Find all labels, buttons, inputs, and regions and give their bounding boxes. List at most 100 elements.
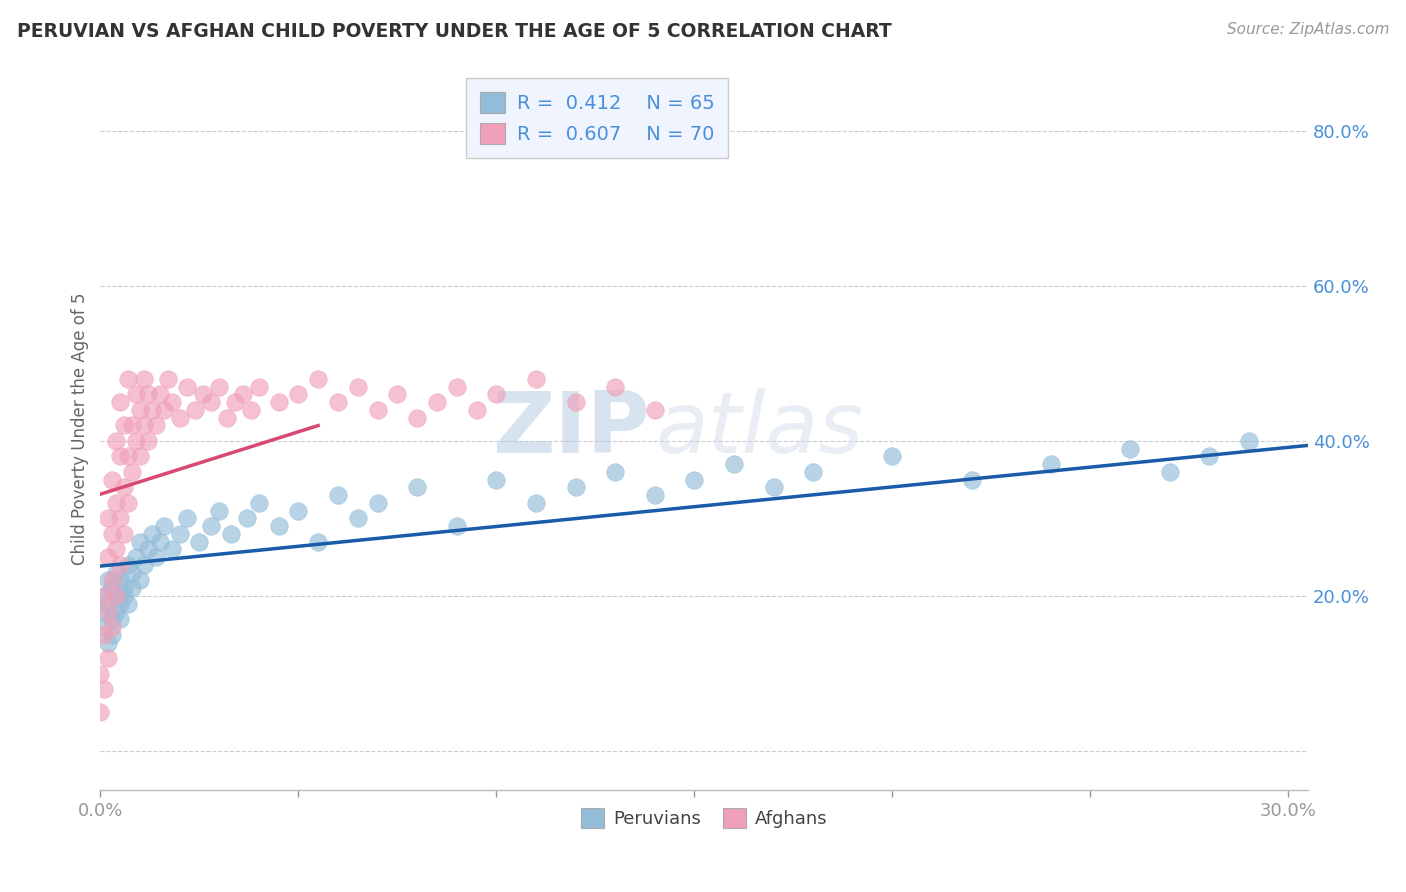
Point (387, 387, 409, 401)
Point (117, 372, 139, 386)
Point (101, 527, 124, 541)
Point (224, 395, 246, 409)
Point (105, 542, 128, 557)
Point (1237, 434, 1260, 448)
Point (644, 402, 666, 417)
Point (121, 566, 143, 580)
Point (112, 581, 135, 595)
Point (801, 465, 824, 479)
Point (762, 480, 785, 494)
Point (117, 597, 139, 611)
Point (136, 542, 159, 557)
Point (485, 473, 508, 487)
Point (101, 473, 124, 487)
Point (882, 450, 904, 464)
Point (89, 666, 111, 681)
Text: atlas: atlas (657, 388, 863, 471)
Point (125, 434, 148, 448)
Point (406, 410, 429, 425)
Point (97, 651, 120, 665)
Point (326, 488, 349, 502)
Point (129, 534, 152, 549)
Point (105, 605, 128, 619)
Point (156, 372, 179, 386)
Point (326, 395, 349, 409)
Point (121, 581, 143, 595)
Point (346, 379, 368, 393)
Point (217, 410, 239, 425)
Point (112, 527, 135, 541)
Point (307, 534, 329, 549)
Point (1119, 442, 1142, 456)
Point (105, 566, 128, 580)
Point (239, 402, 262, 417)
Point (236, 511, 259, 525)
Point (129, 574, 152, 588)
Point (247, 496, 270, 510)
Point (112, 480, 135, 494)
Point (267, 519, 290, 533)
Point (149, 387, 172, 401)
Point (219, 527, 242, 541)
Point (485, 387, 508, 401)
Point (105, 589, 128, 603)
Point (112, 418, 135, 433)
Point (367, 496, 389, 510)
Point (208, 379, 231, 393)
Point (683, 473, 706, 487)
Point (141, 527, 163, 541)
Point (446, 379, 468, 393)
Point (101, 620, 124, 634)
Point (125, 387, 148, 401)
Point (193, 387, 215, 401)
Point (117, 450, 139, 464)
Point (105, 589, 128, 603)
Point (169, 527, 191, 541)
Y-axis label: Child Poverty Under the Age of 5: Child Poverty Under the Age of 5 (72, 293, 89, 566)
Legend: Peruvians, Afghans: Peruvians, Afghans (574, 801, 835, 835)
Point (188, 534, 211, 549)
Point (132, 558, 155, 572)
Point (208, 503, 231, 517)
Point (723, 457, 745, 471)
Point (129, 450, 152, 464)
Point (108, 511, 131, 525)
Point (267, 395, 290, 409)
Point (200, 395, 222, 409)
Point (136, 387, 159, 401)
Point (176, 511, 198, 525)
Point (426, 395, 449, 409)
Point (446, 519, 468, 533)
Point (101, 581, 124, 595)
Point (108, 395, 131, 409)
Point (141, 402, 163, 417)
Point (129, 402, 152, 417)
Point (132, 418, 155, 433)
Text: Source: ZipAtlas.com: Source: ZipAtlas.com (1226, 22, 1389, 37)
Point (287, 503, 309, 517)
Text: ZIP: ZIP (492, 388, 650, 471)
Point (93, 589, 115, 603)
Point (367, 402, 389, 417)
Point (97, 550, 120, 565)
Point (1159, 465, 1181, 479)
Point (132, 372, 155, 386)
Point (108, 574, 131, 588)
Point (564, 480, 586, 494)
Point (97, 574, 120, 588)
Point (160, 395, 183, 409)
Point (564, 395, 586, 409)
Point (125, 550, 148, 565)
Point (149, 534, 172, 549)
Point (232, 387, 254, 401)
Point (524, 372, 547, 386)
Point (176, 379, 198, 393)
Point (145, 550, 167, 565)
Point (117, 496, 139, 510)
Point (105, 496, 128, 510)
Point (346, 511, 368, 525)
Point (97, 511, 120, 525)
Point (200, 519, 222, 533)
Point (117, 558, 139, 572)
Point (184, 402, 207, 417)
